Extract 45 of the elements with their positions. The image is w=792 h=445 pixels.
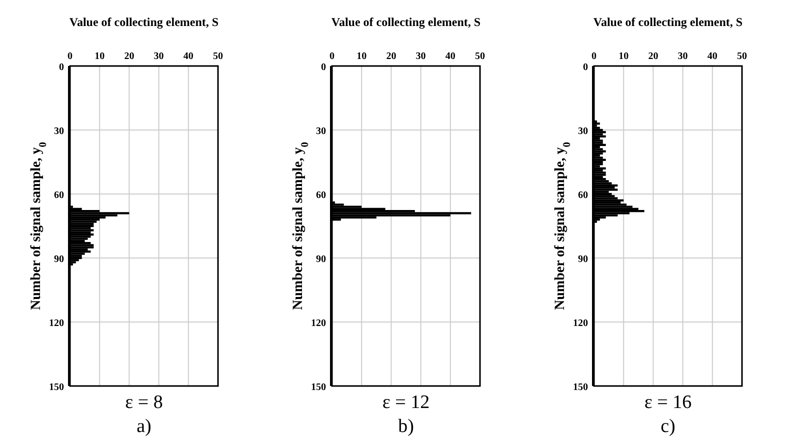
y-tick-label: 120 [573,318,588,329]
x-tick-label: 20 [386,51,396,62]
x-tick-label: 30 [678,51,688,62]
y-tick-label: 150 [311,382,326,393]
x-axis-title: Value of collecting element, S [593,15,743,29]
y-tick-label: 0 [321,62,326,73]
x-tick-label: 10 [94,51,105,62]
x-tick-label: 50 [475,51,485,62]
y-tick-label: 60 [54,190,64,201]
x-axis-title: Value of collecting element, S [331,15,481,29]
x-tick-label: 20 [648,51,658,62]
text: ε = 8 [125,392,163,413]
y-tick-label: 120 [311,318,326,329]
x-tick-label: 20 [124,51,134,62]
y-tick-label: 90 [54,254,64,265]
y-tick-label: 30 [578,126,588,137]
x-tick-label: 0 [592,51,596,62]
x-tick-label: 30 [154,51,164,62]
y-tick-label: 30 [316,126,326,137]
text: ε = 12 [382,392,430,413]
y-tick-label: 60 [316,190,326,201]
y-tick-label: 150 [573,382,588,393]
y-tick-label: 120 [49,318,64,329]
y-tick-label: 90 [578,254,588,265]
x-tick-label: 10 [356,51,367,62]
x-tick-label: 40 [707,51,718,62]
y-tick-label: 150 [49,382,64,393]
x-tick-label: 0 [330,51,334,62]
x-axis-title: Value of collecting element, S [69,15,219,29]
x-tick-label: 10 [618,51,629,62]
x-tick-label: 40 [183,51,194,62]
text: c) [660,416,676,437]
y-tick-label: 90 [316,254,326,265]
text: a) [136,416,152,437]
x-tick-label: 40 [445,51,456,62]
x-tick-label: 0 [68,51,72,62]
x-tick-label: 50 [737,51,747,62]
text: b) [398,416,414,437]
x-tick-label: 50 [213,51,223,62]
y-tick-label: 60 [578,190,588,201]
y-tick-label: 30 [54,126,64,137]
text: ε = 16 [644,392,692,413]
x-tick-label: 30 [416,51,426,62]
y-tick-label: 0 [59,62,64,73]
y-tick-label: 0 [583,62,588,73]
